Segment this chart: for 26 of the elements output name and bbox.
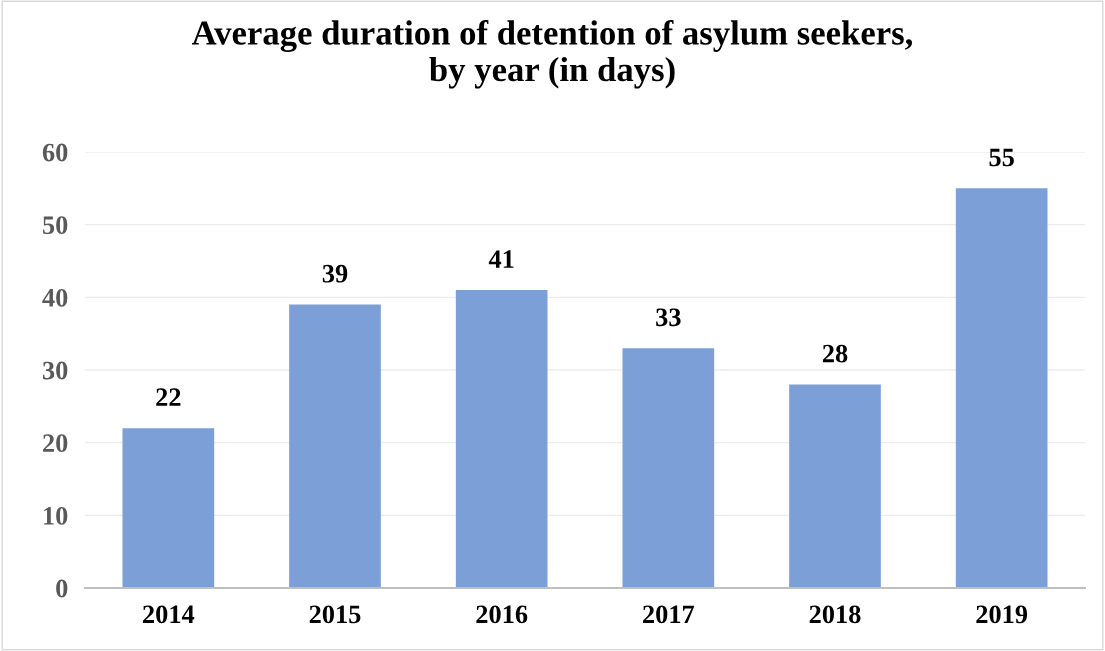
data-label: 39 (322, 264, 348, 283)
bar (955, 188, 1048, 588)
x-tick-label: 2019 (976, 605, 1028, 624)
y-tick-label: 30 (42, 361, 68, 380)
y-tick-label: 20 (43, 434, 68, 453)
x-tick-label: 2016 (476, 605, 528, 624)
y-tick-label: 0 (56, 579, 68, 598)
bar (289, 304, 381, 588)
x-tick-label: 2018 (809, 605, 861, 624)
x-tick-label: 2014 (143, 605, 195, 624)
bar (622, 348, 715, 588)
x-tick-label: 2015 (309, 605, 361, 624)
y-tick-label: 60 (42, 143, 68, 162)
data-label: 41 (488, 250, 514, 268)
x-tick-label: 2017 (643, 605, 695, 624)
data-label: 33 (656, 308, 681, 327)
chart-title: Average duration of detention of asylum seekers, by year (in days) (191, 20, 913, 89)
data-label: 28 (822, 344, 848, 363)
bar (789, 384, 881, 588)
bar (122, 428, 215, 588)
y-tick-label: 10 (44, 506, 68, 525)
data-label: 55 (989, 148, 1014, 167)
y-tick-label: 40 (42, 288, 68, 307)
data-label: 22 (156, 388, 181, 406)
y-tick-label: 50 (43, 216, 68, 235)
bar (455, 290, 548, 588)
